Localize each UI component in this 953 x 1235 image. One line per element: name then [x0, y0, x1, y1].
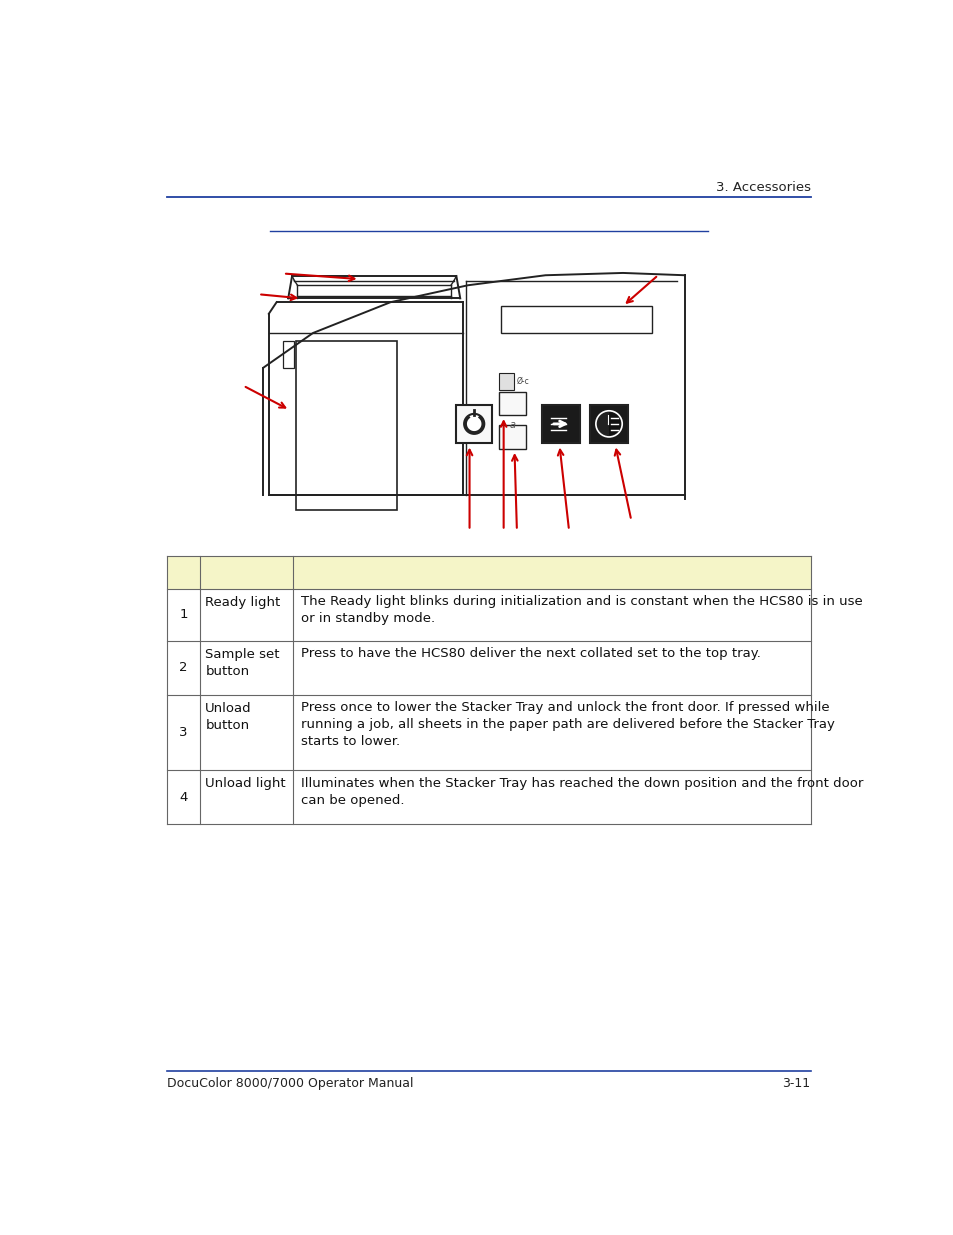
Bar — [167, 589, 810, 641]
Text: 3. Accessories: 3. Accessories — [715, 180, 810, 194]
Text: a: a — [509, 420, 515, 431]
Text: 3-11: 3-11 — [781, 1077, 810, 1091]
Text: Sample set
button: Sample set button — [205, 648, 279, 678]
Bar — [167, 771, 810, 824]
Wedge shape — [608, 412, 620, 436]
Text: Unload
button: Unload button — [205, 701, 252, 732]
Text: 1: 1 — [179, 609, 188, 621]
Text: Ready light: Ready light — [205, 595, 280, 609]
Bar — [167, 695, 810, 771]
Bar — [498, 373, 514, 390]
Text: The Ready light blinks during initialization and is constant when the HCS80 is i: The Ready light blinks during initializa… — [300, 595, 862, 625]
Circle shape — [464, 414, 484, 433]
Text: Ø-c: Ø-c — [517, 377, 529, 387]
Bar — [167, 556, 810, 589]
Bar — [456, 405, 492, 443]
Text: 4: 4 — [179, 790, 188, 804]
Bar — [541, 405, 579, 443]
Text: Press once to lower the Stacker Tray and unlock the front door. If pressed while: Press once to lower the Stacker Tray and… — [300, 701, 834, 748]
Text: DocuColor 8000/7000 Operator Manual: DocuColor 8000/7000 Operator Manual — [167, 1077, 414, 1091]
Bar — [498, 391, 525, 415]
Bar — [589, 405, 628, 443]
Bar — [167, 641, 810, 695]
Text: Press to have the HCS80 deliver the next collated set to the top tray.: Press to have the HCS80 deliver the next… — [300, 647, 760, 661]
Bar — [295, 341, 396, 510]
Bar — [282, 341, 294, 368]
Text: 2: 2 — [179, 662, 188, 674]
Circle shape — [596, 411, 621, 437]
Text: 3: 3 — [179, 726, 188, 739]
Bar — [498, 425, 525, 448]
Text: Unload light: Unload light — [205, 777, 286, 790]
Text: Illuminates when the Stacker Tray has reached the down position and the front do: Illuminates when the Stacker Tray has re… — [300, 777, 862, 806]
Bar — [500, 306, 651, 333]
